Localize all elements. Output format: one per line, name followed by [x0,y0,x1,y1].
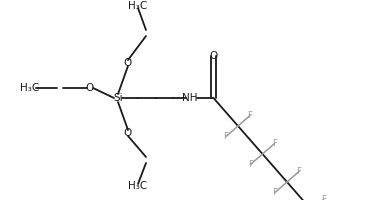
Text: F: F [223,132,228,141]
Text: NH: NH [182,93,197,103]
Text: H₃C: H₃C [128,1,147,11]
Text: O: O [86,83,94,93]
Text: O: O [209,51,217,61]
Text: F: F [296,167,301,176]
Text: O: O [124,58,132,68]
Text: H₃C: H₃C [128,181,147,191]
Text: F: F [272,188,277,197]
Text: H₃C: H₃C [20,83,40,93]
Text: F: F [272,139,277,148]
Text: F: F [247,111,252,120]
Text: O: O [124,128,132,138]
Text: F: F [248,160,253,169]
Text: Si: Si [113,93,123,103]
Text: F: F [321,195,326,200]
